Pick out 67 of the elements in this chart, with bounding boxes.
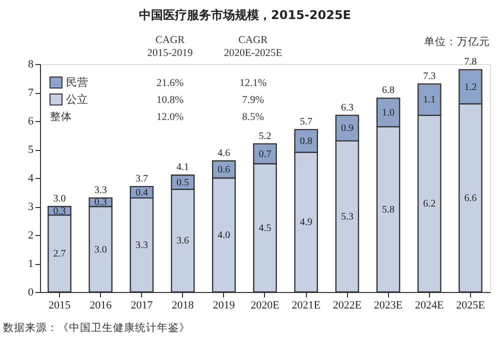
data-label: 1.1: [423, 94, 436, 106]
data-label: 0.6: [218, 164, 230, 176]
x-tick-label: 2024E: [415, 300, 444, 312]
annotation: 整体: [50, 111, 72, 123]
total-label: 3.7: [135, 174, 148, 185]
data-label: 4.5: [258, 222, 272, 234]
data-label: 6.2: [423, 198, 436, 210]
text: CAGR 2015-2019: [147, 35, 193, 59]
total-label: 6.8: [382, 85, 395, 96]
data-label: 3.6: [176, 236, 190, 247]
data-label: 0.8: [300, 136, 312, 147]
y-tick-label: 1: [28, 258, 34, 270]
x-tick-label: 2017: [130, 300, 154, 312]
y-tick-label: 8: [28, 58, 34, 70]
y-tick-label: 4: [28, 172, 34, 184]
annotation: 8.5%: [242, 112, 264, 123]
annotation: 21.6%: [156, 78, 184, 89]
data-label: 1.0: [382, 107, 395, 118]
data-label: 0.3: [53, 206, 66, 217]
data-label: 5.3: [340, 211, 354, 222]
text: 单位：万亿元: [424, 35, 490, 48]
total-label: 7.8: [464, 56, 477, 68]
x-tick-label: 2025E: [456, 300, 486, 312]
data-label: 4.0: [218, 230, 230, 241]
data-label: 0.9: [340, 123, 354, 134]
x-tick-label: 2020E: [250, 300, 280, 312]
total-label: 4.6: [218, 148, 230, 159]
x-tick-label: 2018: [172, 300, 194, 312]
x-tick-label: 2022E: [332, 300, 362, 312]
legend-label: 公立: [66, 93, 88, 106]
x-tick-label: 2023E: [374, 300, 403, 312]
annotation: 7.9%: [242, 95, 264, 106]
annotation: 12.0%: [156, 112, 184, 123]
data-label: 3.0: [94, 244, 107, 256]
data-label: 0.4: [135, 187, 148, 198]
x-tick-label: 2021E: [292, 300, 321, 312]
y-tick-label: 3: [28, 201, 34, 213]
data-label: 0.5: [176, 177, 190, 188]
y-tick-label: 6: [28, 116, 34, 128]
total-label: 4.1: [176, 162, 190, 174]
total-label: 5.7: [300, 116, 312, 128]
data-label: 3.3: [135, 240, 148, 251]
total-label: 5.2: [258, 130, 272, 142]
total-label: 6.3: [340, 102, 354, 114]
y-tick-label: 0: [28, 286, 34, 298]
y-tick-label: 2: [28, 230, 34, 242]
data-label: 5.8: [382, 204, 395, 216]
data-label: 1.2: [464, 82, 477, 93]
source-note: 数据来源：《中国卫生健康统计年鉴》: [3, 321, 190, 334]
y-tick-label: 7: [28, 87, 34, 99]
chart-title: 中国医疗服务市场规模，2015-2025E: [139, 8, 351, 22]
total-label: 3.0: [53, 194, 66, 204]
total-label: 7.3: [423, 70, 436, 82]
y-tick-label: 5: [28, 144, 34, 156]
x-tick-label: 2016: [90, 300, 112, 312]
x-tick-label: 2015: [48, 300, 72, 312]
data-label: 2.7: [53, 248, 66, 260]
annotation: 10.8%: [156, 95, 184, 106]
text: CAGR 2020E-2025E: [224, 35, 282, 59]
annotation: 12.1%: [239, 78, 267, 89]
data-label: 4.9: [300, 217, 312, 228]
data-label: 0.3: [94, 197, 107, 208]
legend-label: 民营: [66, 76, 88, 89]
data-label: 6.6: [464, 192, 477, 204]
x-tick-label: 2019: [212, 300, 236, 312]
total-label: 3.3: [94, 184, 107, 196]
data-label: 0.7: [258, 148, 272, 160]
